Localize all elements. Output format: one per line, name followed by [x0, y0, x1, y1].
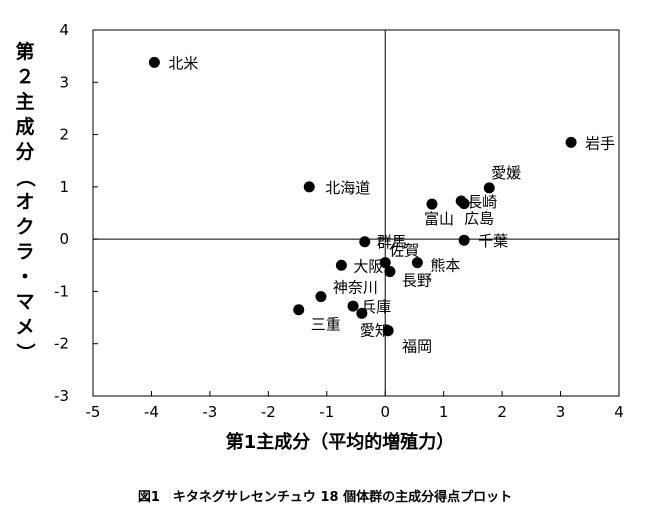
- y-axis-title-char: ）: [14, 342, 37, 363]
- point-label: 北海道: [325, 179, 370, 197]
- y-tick-label: 1: [59, 178, 69, 196]
- data-point: [565, 136, 577, 148]
- y-tick-label: -1: [54, 282, 69, 300]
- x-tick-label: 2: [497, 403, 507, 421]
- y-tick-label: 4: [59, 21, 69, 39]
- point-label: 富山: [424, 210, 454, 228]
- point-label: 岩手: [585, 134, 615, 152]
- y-tick-label: -2: [54, 335, 69, 353]
- data-point: [303, 181, 315, 193]
- x-tick-label: 4: [614, 403, 624, 421]
- x-tick-label: 0: [380, 403, 390, 421]
- data-point: [356, 307, 368, 319]
- point-label: 大阪: [353, 257, 383, 275]
- point-label: 三重: [311, 316, 341, 334]
- x-tick-label: 1: [439, 403, 449, 421]
- data-point: [382, 325, 394, 337]
- point-label: 千葉: [478, 232, 508, 250]
- y-axis-title-char: メ: [15, 316, 35, 338]
- y-axis-title-char: ラ: [15, 241, 35, 263]
- data-point: [458, 234, 470, 246]
- data-point: [347, 300, 359, 312]
- data-point: [359, 236, 371, 248]
- data-point: [315, 291, 327, 303]
- plot-area-frame: [92, 29, 620, 397]
- point-label: 熊本: [430, 257, 460, 275]
- data-point: [411, 257, 423, 269]
- point-label: 愛知: [360, 321, 390, 339]
- y-tick-label: 3: [59, 73, 69, 91]
- y-tick-label: 2: [59, 126, 69, 144]
- y-axis-title-char: 分: [15, 141, 35, 163]
- data-point: [379, 257, 391, 269]
- point-label: 北米: [168, 54, 198, 72]
- x-tick-label: -4: [144, 403, 159, 421]
- point-label: 群馬: [377, 233, 407, 251]
- point-label: 神奈川: [333, 279, 378, 297]
- data-point: [426, 198, 438, 210]
- point-label: 兵庫: [361, 298, 391, 316]
- x-tick-label: 3: [556, 403, 566, 421]
- data-point: [293, 304, 305, 316]
- data-point: [483, 182, 495, 194]
- y-axis-title-char: ク: [15, 216, 35, 238]
- y-axis-title: 第 ２ 主成分 （ オクラ・マメ ）: [12, 40, 38, 365]
- point-label: 長野: [402, 272, 432, 290]
- y-axis-title-char: マ: [15, 291, 35, 313]
- y-axis-title-char: 成: [15, 116, 35, 138]
- x-tick-label: -1: [319, 403, 334, 421]
- y-axis-title-char: 主: [15, 91, 35, 113]
- y-axis-title-char: （: [14, 167, 37, 188]
- x-tick-label: -2: [261, 403, 276, 421]
- point-label: 佐賀: [389, 242, 419, 260]
- data-point: [458, 198, 470, 210]
- figure-caption: 図1 キタネグサレセンチュウ 18 個体群の主成分得点プロット: [137, 490, 513, 505]
- data-point: [384, 266, 396, 278]
- data-point: [148, 56, 160, 68]
- x-tick-label: -3: [202, 403, 217, 421]
- data-point: [335, 259, 347, 271]
- y-axis-title-char: ・: [15, 266, 35, 288]
- y-tick-label: 0: [59, 230, 69, 248]
- y-axis-title-char: ２: [15, 66, 35, 88]
- y-axis-title-char: オ: [15, 191, 35, 213]
- point-label: 長崎: [467, 193, 497, 211]
- x-axis-title: 第1主成分（平均的増殖力）: [225, 432, 455, 453]
- point-label: 広島: [464, 210, 494, 228]
- x-tick-label: -5: [86, 403, 101, 421]
- point-label: 福岡: [402, 338, 432, 356]
- y-axis-title-char: 第: [15, 41, 35, 63]
- point-label: 愛媛: [491, 164, 521, 182]
- y-tick-label: -3: [54, 387, 69, 405]
